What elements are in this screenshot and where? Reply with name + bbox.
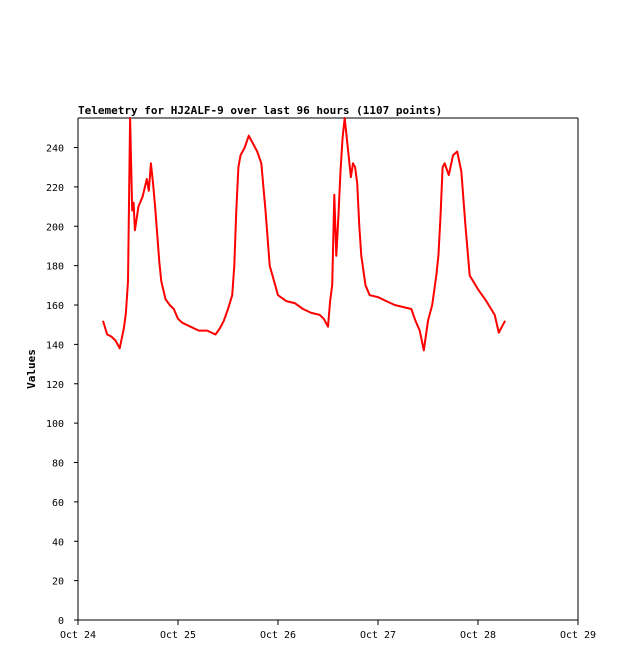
data-marks	[102, 117, 506, 352]
y-tick-label: 20	[52, 577, 64, 588]
y-tick-label: 180	[46, 262, 64, 273]
y-tick-label: 160	[46, 301, 64, 312]
x-tick-label: Oct 29	[560, 630, 596, 641]
y-tick-label: 80	[52, 459, 64, 470]
y-tick-label: 40	[52, 537, 64, 548]
x-tick-label: Oct 26	[260, 630, 296, 641]
axes: 0 20 40 60 80 100 120 140 160 180 200 220 240 Oct 24 O…	[46, 117, 596, 641]
plot-area	[78, 118, 578, 620]
y-tick-label: 220	[46, 183, 64, 194]
chart-title: Telemetry for HJ2ALF-9 over last 96 hour…	[78, 104, 442, 117]
x-tick-label: Oct 28	[460, 630, 496, 641]
x-tick-label: Oct 25	[160, 630, 196, 641]
y-tick-label: 100	[46, 419, 64, 430]
x-tick-label: Oct 24	[60, 630, 96, 641]
y-tick-label: 60	[52, 498, 64, 509]
series-line-0	[102, 117, 506, 352]
y-tick-label: 200	[46, 222, 64, 233]
y-tick-label: 140	[46, 340, 64, 351]
y-tick-label: 0	[58, 616, 64, 627]
y-tick-label: 120	[46, 380, 64, 391]
x-tick-label: Oct 27	[360, 630, 396, 641]
y-tick-label: 240	[46, 144, 64, 155]
y-axis-label: Values	[25, 349, 38, 389]
